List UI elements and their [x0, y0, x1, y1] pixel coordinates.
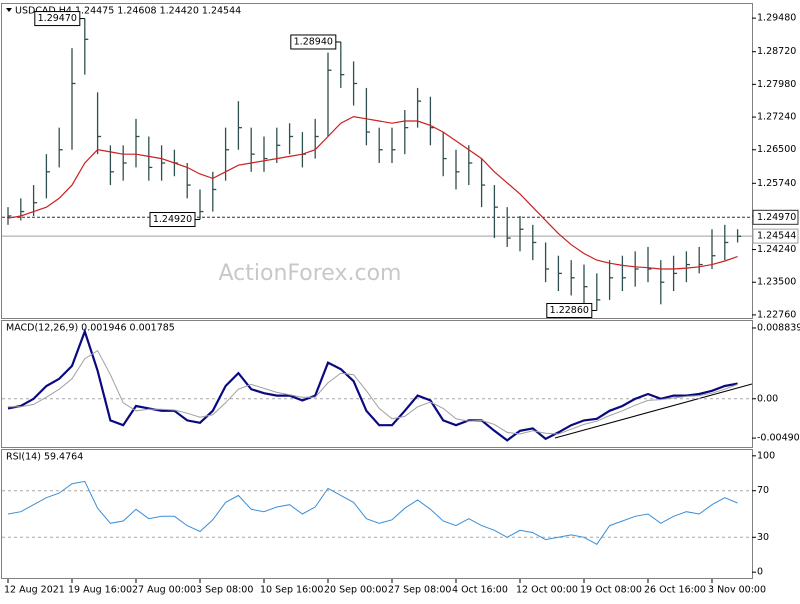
- indicator-line: [8, 349, 738, 435]
- annotation-label: 1.28940: [294, 36, 333, 47]
- annotation-box: [290, 34, 337, 50]
- y-tick-label: 1.24240: [757, 244, 796, 255]
- y-tick-label: 1.25740: [757, 178, 796, 189]
- x-tick-label: 27 Sep 08:00: [388, 585, 451, 596]
- pane-title: MACD(12,26,9) 0.001946 0.001785: [6, 323, 175, 334]
- y-tick-label: 70: [757, 485, 769, 496]
- trend-line: [554, 383, 753, 439]
- annotation-box: [34, 11, 81, 27]
- macd-pane: [1, 320, 753, 448]
- y-tick-label: 1.27980: [757, 79, 796, 90]
- price-pane: [1, 3, 753, 319]
- menu-arrow: [6, 8, 12, 12]
- y-tick-label: 100: [757, 450, 775, 461]
- indicator-line: [7, 328, 738, 442]
- annotation-box: [546, 302, 593, 318]
- rsi-pane: [1, 449, 753, 579]
- y-tick-label: 0.00: [757, 393, 778, 404]
- pane-title: RSI(14) 59.4764: [6, 452, 83, 463]
- price-label-box: [752, 228, 799, 244]
- x-tick-label: 10 Sep 16:00: [260, 585, 323, 596]
- y-tick-label: 1.29480: [757, 13, 796, 24]
- y-tick-label: 1.22760: [757, 309, 796, 320]
- price-label: 1.24544: [757, 231, 796, 242]
- x-tick-label: 4 Oct 16:00: [452, 585, 508, 596]
- indicator-line: [7, 480, 738, 545]
- moving-average: [7, 115, 738, 270]
- annotation-box: [149, 212, 196, 228]
- y-tick-label: 1.23500: [757, 277, 796, 288]
- annotation-label: 1.22860: [550, 305, 589, 316]
- y-tick-label: 0.008839: [757, 322, 800, 333]
- x-tick-label: 19 Aug 16:00: [68, 585, 132, 596]
- price-label: 1.24970: [757, 212, 796, 223]
- annotation-label: 1.29470: [38, 13, 77, 24]
- y-tick-label: 1.27240: [757, 112, 796, 123]
- annotation-label: 1.24920: [153, 214, 192, 225]
- watermark: ActionForex.com: [219, 261, 402, 286]
- x-tick-label: 12 Aug 2021: [4, 585, 65, 596]
- y-tick-label: -0.004907: [757, 433, 800, 444]
- x-tick-label: 19 Oct 08:00: [580, 585, 642, 596]
- x-tick-label: 12 Oct 00:00: [516, 585, 578, 596]
- x-tick-label: 3 Sep 08:00: [196, 585, 253, 596]
- y-tick-label: 1.28720: [757, 46, 796, 57]
- x-tick-label: 3 Nov 00:00: [708, 585, 766, 596]
- y-tick-label: 30: [757, 532, 769, 543]
- x-tick-label: 27 Aug 00:00: [132, 585, 196, 596]
- price-label-box: [752, 209, 799, 225]
- x-tick-label: 26 Oct 16:00: [644, 585, 706, 596]
- y-tick-label: 0: [757, 567, 763, 578]
- y-tick-label: 1.26500: [757, 144, 796, 155]
- pane-title: USDCAD,H4 1.24475 1.24608 1.24420 1.2454…: [15, 6, 241, 17]
- x-tick-label: 20 Sep 00:00: [324, 585, 387, 596]
